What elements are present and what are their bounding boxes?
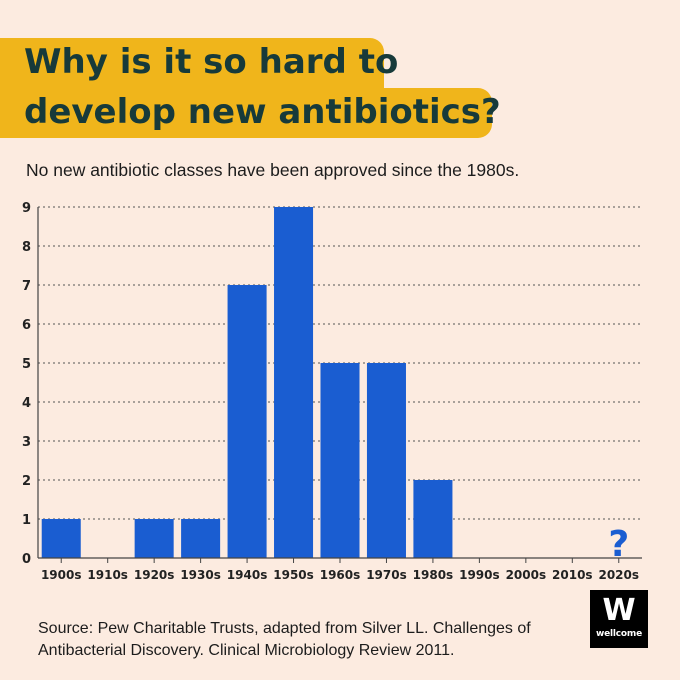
source-note-line-1: Source: Pew Charitable Trusts, adapted f…	[38, 620, 531, 637]
x-tick-label-2020s: 2020s	[598, 568, 639, 582]
bar-1940s	[227, 285, 267, 558]
logo-mark: W	[602, 593, 636, 628]
y-tick-label-0: 0	[22, 552, 31, 567]
x-tick-label-1910s: 1910s	[87, 568, 128, 582]
source-note-line-2: Antibacterial Discovery. Clinical Microb…	[38, 642, 455, 659]
y-tick-label-7: 7	[22, 279, 31, 294]
bar-1980s	[413, 480, 453, 558]
y-tick-label-4: 4	[22, 396, 31, 411]
title-banner: Why is it so hard to develop new antibio…	[0, 38, 501, 138]
bar-1920s	[134, 519, 174, 558]
x-tick-label-1960s: 1960s	[320, 568, 361, 582]
chart-title-line-2: develop new antibiotics?	[0, 88, 501, 138]
chart-subtitle: No new antibiotic classes have been appr…	[26, 160, 520, 180]
logo-wordmark: wellcome	[596, 629, 642, 639]
x-tick-label-1930s: 1930s	[180, 568, 221, 582]
bar-1950s	[274, 207, 314, 558]
wellcome-logo: W wellcome	[590, 590, 648, 648]
chart-title-line-1: Why is it so hard to	[0, 38, 398, 88]
y-tick-label-1: 1	[22, 513, 31, 528]
x-tick-label-1950s: 1950s	[273, 568, 314, 582]
x-tick-label-2010s: 2010s	[552, 568, 593, 582]
bar-chart: 0 1 2 3 4 5 6 7 8 9 1900s 1910s 1920s 1930s 1940s 1950s…	[22, 201, 642, 582]
bar-1900s	[41, 519, 81, 558]
bar-1930s	[181, 519, 221, 558]
y-tick-label-9: 9	[22, 201, 31, 216]
x-tick-label-1920s: 1920s	[134, 568, 175, 582]
bar-1960s	[320, 363, 360, 558]
x-tick-label-1970s: 1970s	[366, 568, 407, 582]
source-note: Source: Pew Charitable Trusts, adapted f…	[38, 618, 578, 662]
y-tick-label-3: 3	[22, 435, 31, 450]
x-tick-label-1900s: 1900s	[41, 568, 82, 582]
bar-1970s	[366, 363, 406, 558]
x-tick-label-1940s: 1940s	[227, 568, 268, 582]
x-tick-label-2000s: 2000s	[506, 568, 547, 582]
annotation-question-mark: ?	[608, 524, 629, 565]
y-tick-label-2: 2	[22, 474, 31, 489]
x-tick-label-1980s: 1980s	[413, 568, 454, 582]
y-tick-label-5: 5	[22, 357, 31, 372]
y-tick-label-6: 6	[22, 318, 31, 333]
x-tick-label-1990s: 1990s	[459, 568, 500, 582]
y-tick-label-8: 8	[22, 240, 31, 255]
